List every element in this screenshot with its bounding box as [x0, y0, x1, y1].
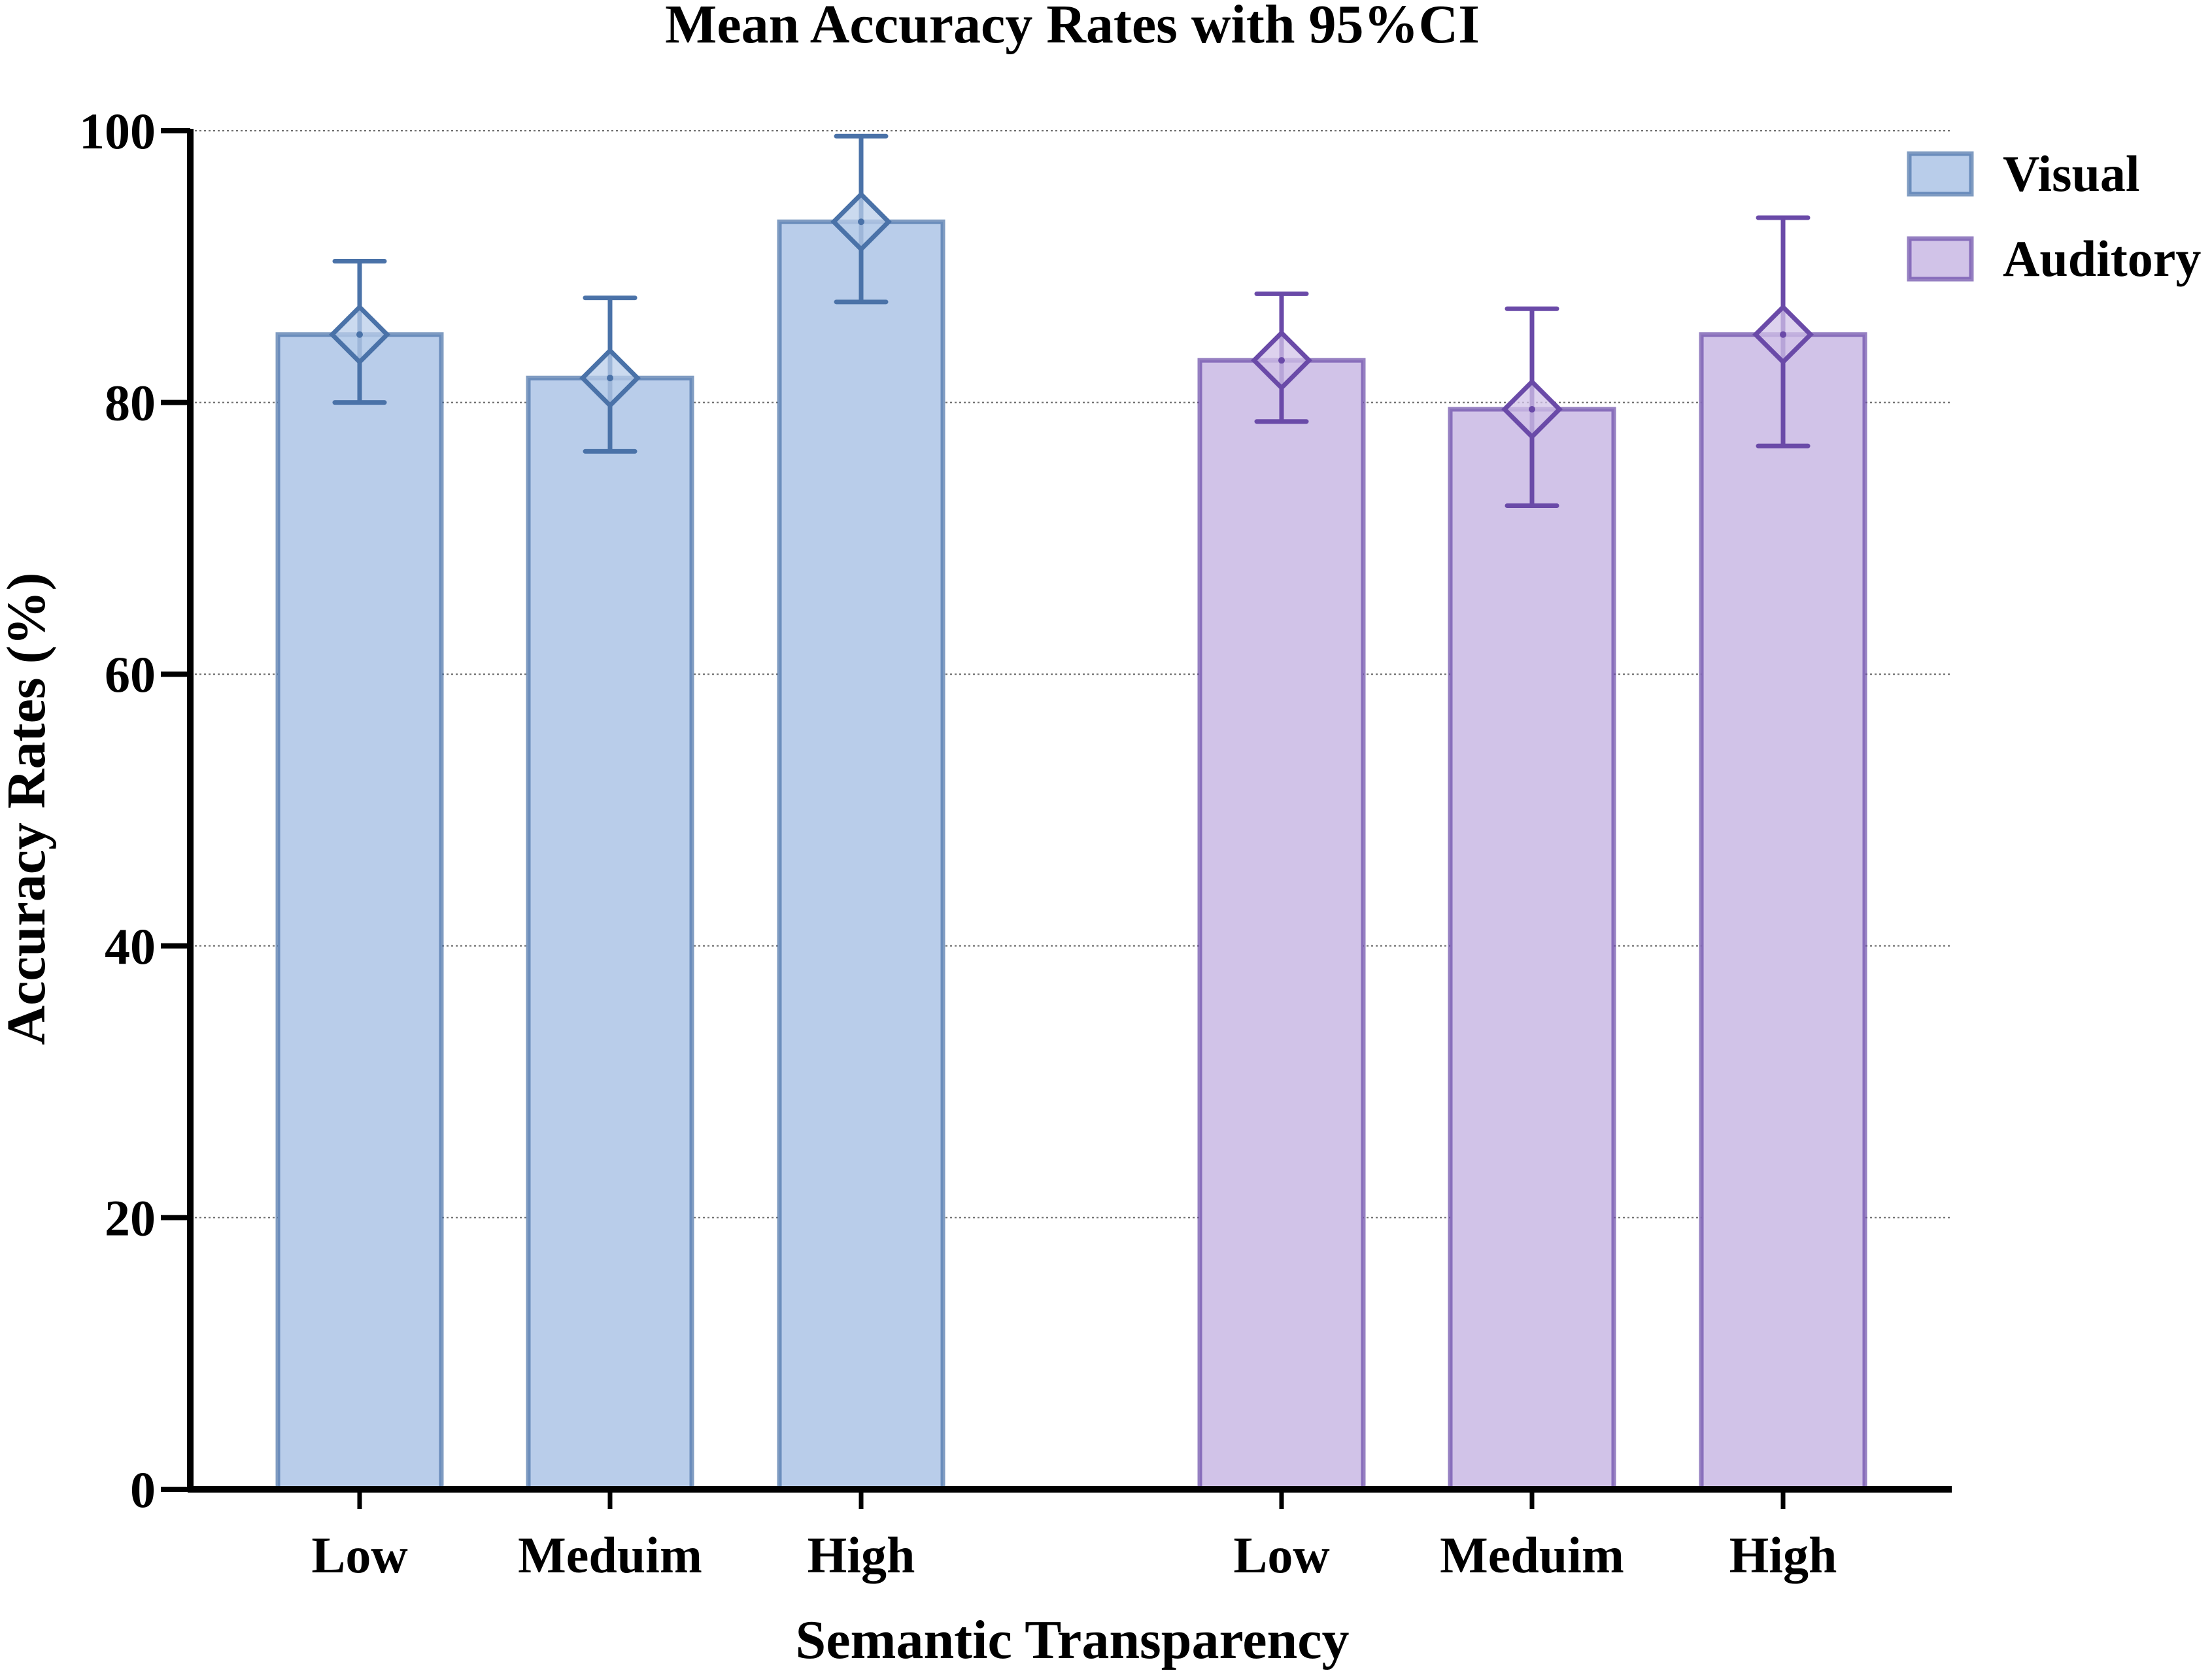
y-tick-label: 100	[79, 103, 156, 160]
y-tick-label: 80	[105, 375, 156, 431]
legend: Visual Auditory	[1907, 145, 2201, 287]
x-axis-label: Semantic Transparency	[795, 1610, 1349, 1670]
chart-title: Mean Accuracy Rates with 95%CI	[665, 0, 1480, 55]
mean-dot	[1780, 331, 1786, 338]
legend-swatch	[1907, 236, 1974, 282]
x-tick-label: Low	[311, 1527, 407, 1583]
y-axis-label: Accuracy Rates (%)	[0, 572, 57, 1045]
mean-dot	[607, 375, 613, 382]
mean-dot	[1278, 357, 1285, 364]
bar	[777, 219, 945, 1492]
mean-dot	[1529, 405, 1535, 413]
y-tick-label: 20	[105, 1189, 156, 1246]
mean-dot	[356, 331, 363, 338]
legend-label: Auditory	[2003, 230, 2201, 287]
tick-labels: Low Meduim High Low Meduim High 0 20 40 60 80 100	[79, 103, 1837, 1583]
y-tick-label: 40	[105, 918, 156, 975]
x-tick-label: Meduim	[1440, 1527, 1624, 1583]
mean-dot	[858, 218, 864, 226]
bar	[526, 375, 694, 1492]
bar	[1699, 332, 1867, 1492]
bar	[1197, 358, 1366, 1492]
y-tick-label: 0	[130, 1461, 156, 1518]
bars	[275, 133, 1867, 1492]
legend-swatch	[1907, 151, 1974, 197]
x-tick-label: High	[1729, 1527, 1837, 1583]
x-tick-label: Low	[1233, 1527, 1329, 1583]
x-tick-label: Meduim	[518, 1527, 702, 1583]
legend-label: Visual	[2003, 145, 2140, 202]
axes	[161, 128, 1952, 1509]
bar	[1448, 407, 1616, 1492]
y-tick-label: 60	[105, 646, 156, 703]
gridlines	[190, 130, 1952, 1219]
x-tick-label: High	[808, 1527, 915, 1583]
bar	[275, 332, 444, 1492]
